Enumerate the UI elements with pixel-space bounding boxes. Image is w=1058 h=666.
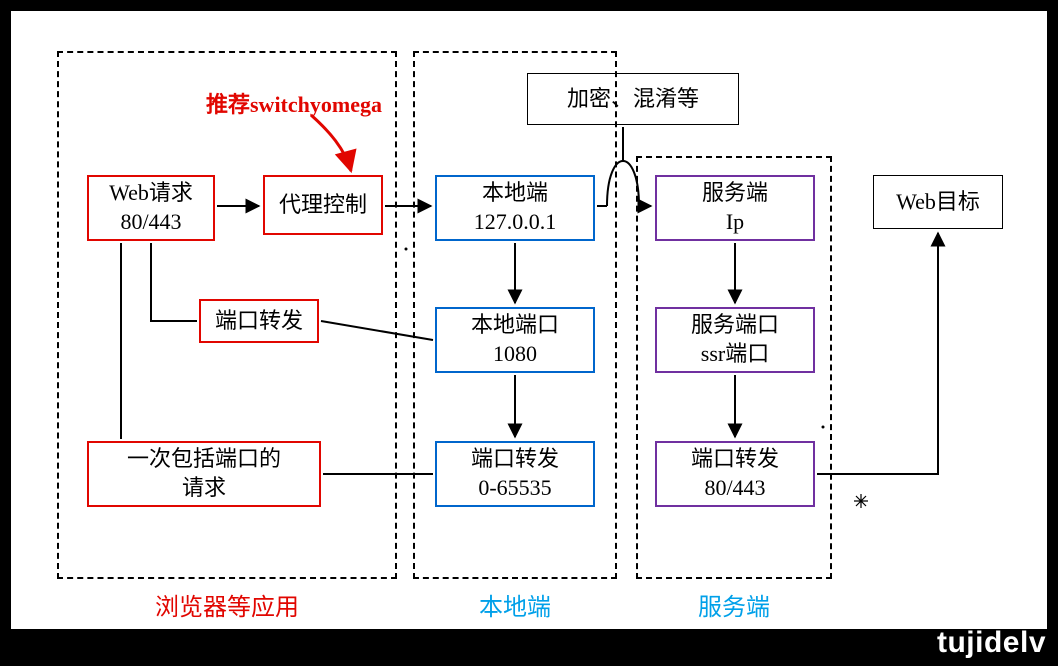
node-proxy-control: 代理控制 (263, 175, 383, 235)
node-once-request: 一次包括端口的请求 (87, 441, 321, 507)
watermark: tujidelv (937, 626, 1046, 660)
text: 1080 (493, 340, 537, 369)
text: tujidelv (937, 626, 1046, 659)
text: 一次包括端口的 (127, 445, 281, 474)
text: Web目标 (896, 188, 980, 217)
node-server-ip: 服务端Ip (655, 175, 815, 241)
text: 127.0.0.1 (474, 208, 557, 237)
text: 服务端 (702, 179, 768, 208)
text: Web请求 (109, 179, 193, 208)
edge (817, 233, 938, 474)
text: 0-65535 (478, 474, 551, 503)
label-server: 服务端 (636, 587, 832, 622)
label-browser: 浏览器等应用 (57, 587, 397, 622)
node-port-forward-2: 端口转发0-65535 (435, 441, 595, 507)
text: 浏览器等应用 (155, 595, 299, 621)
label-local: 本地端 (413, 587, 617, 622)
star-icon (854, 494, 868, 508)
annotation-switchyomega: 推荐switchyomega (206, 87, 382, 119)
text: 端口转发 (471, 445, 559, 474)
node-server-port: 服务端口ssr端口 (655, 307, 815, 373)
text: 服务端口 (691, 311, 779, 340)
node-local-port: 本地端口1080 (435, 307, 595, 373)
text: 推荐switchyomega (206, 92, 382, 117)
text: 服务端 (698, 595, 770, 621)
text: 80/443 (120, 208, 181, 237)
node-port-forward-3: 端口转发80/443 (655, 441, 815, 507)
node-encrypt: 加密、混淆等 (527, 73, 739, 125)
text: Ip (726, 208, 744, 237)
dot (405, 248, 408, 251)
text: 加密、混淆等 (567, 85, 699, 114)
text: 端口转发 (215, 307, 303, 336)
text: 本地端口 (471, 311, 559, 340)
node-local-ip: 本地端127.0.0.1 (435, 175, 595, 241)
text: 端口转发 (691, 445, 779, 474)
diagram-page: Web请求80/443 代理控制 端口转发 一次包括端口的请求 本地端127.0… (10, 10, 1048, 630)
text: 本地端 (482, 179, 548, 208)
node-port-forward-1: 端口转发 (199, 299, 319, 343)
text: 本地端 (479, 595, 551, 621)
text: 80/443 (704, 474, 765, 503)
node-web-target: Web目标 (873, 175, 1003, 229)
node-web-request: Web请求80/443 (87, 175, 215, 241)
text: ssr端口 (701, 340, 769, 369)
text: 代理控制 (279, 191, 367, 220)
text: 请求 (182, 474, 226, 503)
